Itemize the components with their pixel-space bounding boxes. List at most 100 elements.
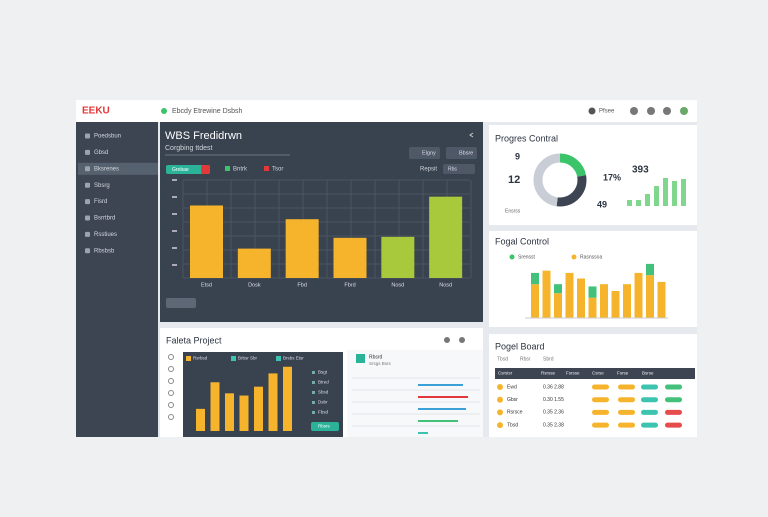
nav-icon: [85, 231, 90, 237]
user-avatar[interactable]: [588, 107, 596, 115]
filter-box: [443, 164, 475, 174]
button: [409, 147, 440, 159]
stack-bar: [531, 284, 539, 318]
stack-bar: [588, 286, 597, 298]
list-dot: [312, 401, 315, 404]
bar: [254, 386, 263, 431]
bar: [333, 237, 367, 278]
x-label: Etsd: [201, 282, 212, 288]
pill: [665, 409, 682, 415]
pill: [665, 397, 682, 403]
legend-dot: [571, 254, 577, 260]
bar: [237, 248, 271, 278]
list-item: Btred: [318, 380, 329, 385]
stat: 9: [515, 151, 520, 161]
tab-dot: [264, 166, 269, 171]
row-icon: [497, 422, 503, 429]
board-tab: Sbrd: [543, 356, 554, 362]
wbs-title: WBS Fredidrwn: [165, 130, 242, 142]
chip-label: Rsrbsd: [193, 356, 208, 361]
row-name: Tbsd: [507, 422, 518, 428]
top-icon[interactable]: [647, 107, 655, 115]
list-sub: Srsgs Bsrs: [369, 361, 392, 366]
chip-label: Brbsr Sbr: [238, 356, 258, 361]
active-item: [78, 162, 158, 175]
list-dot: [312, 381, 315, 384]
nav-item[interactable]: Rsstiues: [94, 232, 117, 238]
th: Csrstsr: [498, 371, 513, 376]
bar: [190, 205, 223, 278]
pill: [592, 409, 609, 415]
wbs-subtitle: Corgbing ttdest: [165, 145, 213, 152]
pill: [618, 397, 635, 403]
mini-bar: [636, 200, 641, 206]
legend: Rasnssoa: [580, 254, 602, 260]
chip: [231, 356, 236, 361]
x-label: Nosd: [391, 282, 404, 288]
stat: 49: [597, 199, 607, 209]
top-icon[interactable]: [630, 107, 638, 115]
button-label[interactable]: Rbsrs: [318, 424, 331, 429]
nav-item[interactable]: Poedsbun: [94, 134, 121, 140]
legend-dot: [509, 254, 515, 260]
collapse: [469, 132, 474, 138]
table-header: [495, 368, 695, 379]
top-icon[interactable]: [680, 107, 688, 115]
bar: [285, 219, 319, 278]
donut-segment: [533, 153, 587, 207]
nav-item[interactable]: Sbsrg: [94, 183, 110, 189]
side-icon: [168, 390, 174, 396]
nav-icon: [85, 133, 90, 139]
pill: [618, 384, 635, 390]
pill: [665, 384, 682, 390]
nav-item[interactable]: Fisrd: [94, 199, 107, 205]
bar: [225, 393, 234, 431]
pill: [618, 422, 635, 428]
th: Fsrsse: [566, 371, 580, 376]
progress-line: [418, 408, 466, 410]
nav-item[interactable]: Gbsd: [94, 150, 108, 156]
row-icon: [497, 396, 503, 403]
stack-bar: [531, 272, 539, 285]
top-icon[interactable]: [663, 107, 671, 115]
x-label: Dosk: [248, 282, 261, 288]
breadcrumb: Ebcdy Etrewine Dsbsh: [172, 108, 243, 115]
list-panel: [347, 350, 483, 437]
side-icon: [168, 354, 174, 360]
button-label[interactable]: Elgny: [422, 150, 436, 156]
mini-bar: [681, 179, 686, 206]
stack-bar: [623, 284, 631, 318]
bar: [196, 408, 205, 431]
nav-icon: [85, 149, 90, 155]
chip: [276, 356, 281, 361]
pill: [641, 384, 658, 390]
stat: 393: [632, 165, 649, 176]
pill: [592, 384, 609, 390]
axis-tick: [172, 230, 177, 232]
side-icon: [168, 414, 174, 420]
icon: [459, 337, 465, 343]
th: Bsrse: [642, 371, 654, 376]
nav-item[interactable]: Bksrenes: [94, 166, 119, 172]
nav-icon: [85, 215, 90, 221]
mini-bar: [645, 194, 650, 206]
tab: Bntrk: [233, 167, 248, 173]
nav-item[interactable]: Rbsbsb: [94, 248, 115, 254]
bar: [239, 395, 249, 431]
tab: Grebae: [172, 167, 189, 173]
bar: [381, 236, 415, 278]
button-label[interactable]: Bbsre: [459, 150, 473, 156]
pill: [592, 422, 609, 428]
nav-icon: [85, 166, 90, 172]
nav-item[interactable]: Bsrrtbrd: [94, 216, 115, 222]
list-dot: [312, 371, 315, 374]
pager: [166, 298, 196, 308]
row-name: Rsrsce: [507, 410, 523, 416]
stack-bar: [565, 272, 574, 318]
filter-value: Rbs: [448, 166, 457, 172]
row-nums: 0.36 2.88: [543, 384, 564, 390]
tab-dot: [225, 166, 230, 171]
mini-bar: [654, 186, 659, 206]
fogal-title: Fogal Control: [495, 236, 549, 246]
